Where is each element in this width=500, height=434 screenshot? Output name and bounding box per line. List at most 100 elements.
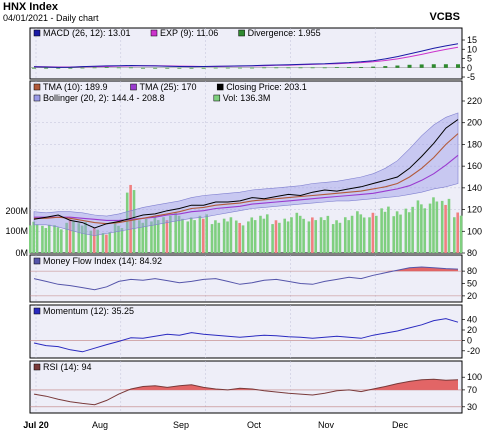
divergence-bar — [383, 66, 388, 68]
tma10-line — [34, 133, 459, 225]
mfi-axis-tick-0: 80 — [467, 266, 477, 276]
volume-bar — [407, 212, 411, 253]
divergence-bar — [189, 67, 194, 69]
divergence-bar — [201, 67, 206, 69]
volume-bar — [144, 218, 148, 253]
momentum-panel — [29, 304, 463, 359]
volume-bar — [326, 215, 330, 253]
volume-bar — [262, 218, 266, 253]
volume-bar — [89, 230, 93, 253]
divergence-bar — [141, 67, 146, 69]
volume-bar — [241, 225, 245, 253]
volume-bar — [47, 224, 51, 253]
volume-bar — [319, 217, 323, 253]
divergence-bar — [165, 67, 170, 69]
divergence-bar — [68, 67, 73, 69]
divergence-bar — [262, 67, 267, 69]
macd-panel — [29, 27, 463, 80]
x-tick-2: Sep — [173, 420, 189, 430]
volume-bar — [77, 223, 81, 253]
bollinger-band — [33, 112, 459, 236]
volume-bar — [150, 221, 153, 253]
price-axis-tick-4: 140 — [467, 183, 482, 193]
mfi-legend-label: Money Flow Index (14): 84.92 — [43, 256, 162, 266]
divergence-bar — [116, 67, 121, 69]
divergence-bar — [371, 66, 376, 68]
price-legend-label-3: Bollinger (20, 2): 144.4 - 208.8 — [43, 93, 165, 103]
divergence-bar — [456, 64, 460, 68]
volume-tick-2: 0M — [15, 248, 28, 258]
mfi-axis-tick-1: 50 — [467, 279, 477, 289]
mfi-panel — [29, 254, 463, 303]
volume-bar — [278, 222, 281, 253]
volume-bar — [41, 225, 44, 253]
volume-bar — [198, 215, 202, 253]
chart-subtitle: 04/01/2021 - Daily chart — [3, 13, 99, 23]
volume-bar — [169, 215, 172, 253]
volume-bar — [456, 212, 459, 253]
volume-bar — [271, 224, 274, 253]
volume-bar — [214, 220, 217, 253]
volume-bar — [440, 200, 444, 253]
volume-bar — [295, 212, 299, 253]
volume-bar — [395, 211, 399, 253]
volume-bar — [302, 218, 305, 253]
price-legend-label-2: Closing Price: 203.1 — [226, 82, 307, 92]
x-tick-5: Dec — [392, 420, 409, 430]
volume-bar — [371, 212, 375, 253]
price-axis-tick-3: 160 — [467, 161, 482, 171]
volume-bar — [35, 224, 39, 253]
price-legend-swatch-1 — [130, 83, 137, 91]
macd-axis-tick-3: 0 — [467, 63, 472, 73]
macd-legend-swatch-0 — [33, 29, 41, 37]
volume-bar — [380, 208, 383, 253]
divergence-bar — [213, 67, 218, 69]
price-axis-tick-1: 200 — [467, 118, 482, 128]
volume-bar — [428, 203, 432, 253]
volume-bar — [404, 208, 408, 253]
volume-bar — [226, 221, 229, 253]
macd-axis-tick-1: 10 — [467, 44, 477, 54]
volume-bar — [356, 211, 359, 253]
momentum-legend-swatch — [33, 307, 41, 315]
price-legend-label-4: Vol: 136.3M — [223, 93, 271, 103]
divergence-bar — [177, 67, 182, 69]
divergence-bar — [419, 64, 424, 68]
divergence-bar — [32, 67, 36, 69]
chart-title: HNX Index — [3, 1, 59, 13]
macd-line — [33, 43, 459, 68]
macd-axis-tick-0: 15 — [467, 35, 477, 45]
momentum-axis-tick-3: -20 — [467, 346, 480, 356]
volume-bar — [141, 222, 145, 253]
volume-bar — [222, 218, 226, 253]
divergence-bar — [237, 67, 242, 69]
divergence-bar — [431, 64, 436, 68]
volume-bar — [453, 217, 456, 253]
price-panel — [29, 80, 463, 254]
volume-bar — [411, 206, 414, 253]
macd-legend-label-0: MACD (26, 12): 13.01 — [43, 28, 131, 38]
volume-bar — [32, 221, 35, 253]
volume-bar — [416, 200, 420, 253]
volume-bar — [314, 220, 318, 253]
rsi-axis-tick-2: 30 — [467, 402, 477, 412]
volume-bar — [132, 190, 136, 253]
mfi-line — [33, 266, 459, 291]
volume-bar — [84, 222, 87, 253]
divergence-bar — [286, 67, 291, 69]
volume-bar — [174, 212, 177, 253]
divergence-bar — [225, 67, 230, 69]
volume-bar — [432, 197, 435, 253]
volume-bar — [53, 225, 56, 253]
divergence-bar — [322, 67, 327, 69]
volume-bar — [350, 215, 354, 253]
momentum-line — [33, 318, 459, 353]
divergence-bar — [443, 64, 448, 68]
price-legend-swatch-4 — [213, 94, 221, 102]
volume-bar — [259, 215, 262, 253]
price-legend-swatch-2 — [216, 83, 224, 91]
volume-bar — [217, 222, 221, 253]
macd-legend-label-1: EXP (9): 11.06 — [160, 28, 218, 38]
volume-bar — [368, 217, 371, 253]
